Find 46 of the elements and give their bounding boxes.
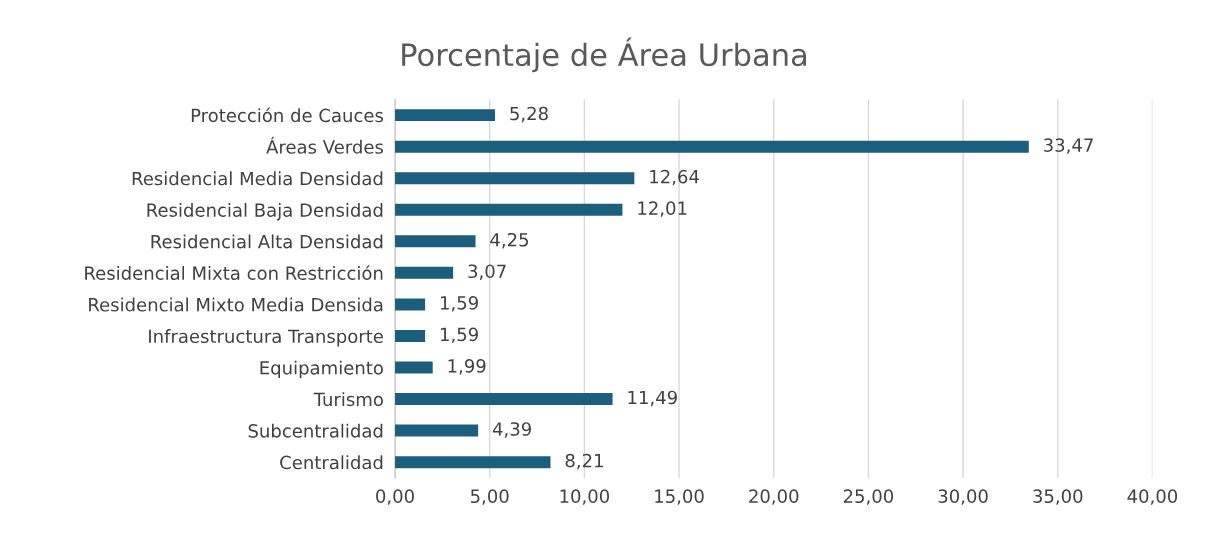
data-label: 1,59 (441, 295, 478, 312)
y-tick-label: Áreas Verdes (266, 136, 384, 154)
x-tick-label: 5,00 (470, 489, 509, 505)
bar (395, 393, 613, 406)
data-label: 8,21 (565, 453, 603, 470)
y-tick-label: Residencial Media Densidad (132, 171, 383, 186)
data-label: 4,39 (492, 422, 531, 438)
bar (395, 109, 495, 122)
data-label: 5,28 (510, 106, 548, 123)
y-tick-label: Residencial Alta Densidad (151, 234, 383, 249)
chart-title: Porcentaje de Área Urbana (402, 37, 807, 73)
bar (395, 266, 454, 279)
y-tick-label: Protección de Cauces (191, 107, 384, 123)
y-tick-label: Centralidad (280, 455, 383, 470)
y-tick-label: Equipamiento (260, 360, 383, 379)
x-tick-label: 25,00 (843, 489, 894, 505)
bar (395, 298, 426, 311)
data-label: 11,49 (628, 390, 677, 407)
bar (395, 361, 433, 374)
data-label: 12,01 (638, 201, 687, 217)
bar (395, 456, 551, 469)
y-tick-label: Residencial Baja Densidad (147, 202, 383, 221)
data-label: 3,07 (468, 264, 506, 280)
bar (395, 424, 479, 437)
data-label: 4,25 (490, 232, 529, 249)
bar (395, 203, 623, 216)
bar (395, 172, 635, 185)
bar (395, 235, 476, 248)
data-label: 12,64 (650, 169, 699, 186)
y-tick-label: Residencial Mixta con Restricción (85, 265, 383, 280)
bar (395, 140, 1029, 153)
x-tick-label: 40,00 (1127, 489, 1178, 505)
y-tick-label: Infraestructura Transporte (149, 329, 383, 347)
x-tick-label: 15,00 (655, 489, 704, 505)
data-label: 1,59 (441, 327, 478, 344)
x-tick-label: 30,00 (938, 489, 988, 505)
x-tick-label: 20,00 (749, 489, 799, 505)
y-tick-label: Turismo (313, 392, 383, 407)
bar (395, 329, 426, 342)
x-tick-label: 10,00 (560, 489, 610, 505)
data-label: 33,47 (1044, 138, 1093, 154)
y-tick-label: Residencial Mixto Media Densida (89, 297, 383, 312)
x-tick-label: 0,00 (376, 489, 414, 505)
x-tick-label: 35,00 (1033, 489, 1083, 505)
y-tick-label: Subcentralidad (248, 423, 383, 438)
data-label: 1,99 (448, 359, 486, 375)
